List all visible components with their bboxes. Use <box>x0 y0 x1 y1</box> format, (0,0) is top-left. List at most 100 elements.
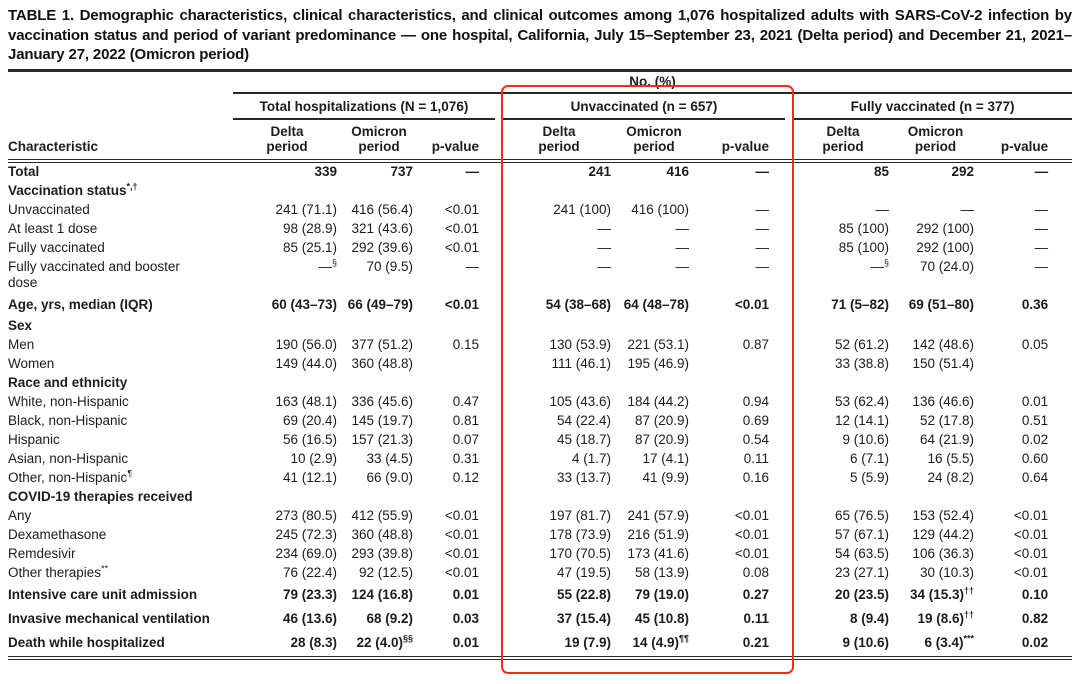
value-cell: 360 (48.8) <box>351 526 413 542</box>
value-cell: —§ <box>318 257 337 274</box>
value-cell: — <box>1034 220 1049 236</box>
value-cell <box>417 182 503 201</box>
value-cell: 416 (56.4) <box>351 201 413 217</box>
row-label: Intensive care unit admission <box>8 586 198 602</box>
value-cell: 20 (23.5) <box>834 586 889 602</box>
value-cell: 0.94 <box>742 393 769 409</box>
column-header-row: Characteristic Delta period Omicron period p… <box>8 119 1073 163</box>
value-cell: 33 (4.5) <box>366 450 413 466</box>
value-cell: — <box>597 258 612 274</box>
value-cell <box>417 374 503 393</box>
value-cell: 19 (8.6)†† <box>917 609 974 626</box>
value-cell: 273 (80.5) <box>275 507 337 523</box>
value-cell <box>693 488 793 507</box>
value-cell: 54 (63.5) <box>834 545 889 561</box>
table-row: Invasive mechanical ventilation 46 (13.6)… <box>8 607 1072 631</box>
value-cell: <0.01 <box>444 220 479 236</box>
value-cell: 129 (44.2) <box>912 526 974 542</box>
value-cell: — <box>465 163 480 179</box>
value-cell: 197 (81.7) <box>549 507 611 523</box>
value-cell: 0.02 <box>1021 431 1049 447</box>
value-cell <box>793 374 893 393</box>
value-cell: 98 (28.9) <box>282 220 337 236</box>
value-cell: 66 (49–79) <box>347 296 413 312</box>
value-cell: 195 (46.9) <box>627 355 689 371</box>
value-cell <box>503 374 615 393</box>
table-row: Women 149 (44.0) 360 (48.8) 111 (46.1) 195 (… <box>8 355 1072 374</box>
value-cell <box>417 355 503 374</box>
value-cell: <0.01 <box>734 296 769 312</box>
characteristic-header: Characteristic <box>8 119 233 163</box>
table-row: Sex <box>8 317 1072 336</box>
value-cell: — <box>1034 163 1049 179</box>
value-cell <box>341 317 417 336</box>
value-cell: 412 (55.9) <box>351 507 413 523</box>
value-cell: 216 (51.9) <box>627 526 689 542</box>
value-cell: — <box>755 220 770 236</box>
row-label: Total <box>8 163 40 179</box>
value-cell: — <box>960 201 975 217</box>
value-cell: 53 (62.4) <box>834 393 889 409</box>
value-cell: 0.16 <box>742 469 769 485</box>
value-cell: <0.01 <box>1013 526 1049 542</box>
group-header: Fully vaccinated (n = 377) <box>793 93 1073 120</box>
row-label: Remdesivir <box>8 545 76 561</box>
value-cell: — <box>875 201 890 217</box>
table-row: Black, non-Hispanic 69 (20.4) 145 (19.7) 0.… <box>8 412 1072 431</box>
table-row: Other therapies** 76 (22.4) 92 (12.5) <0.01… <box>8 564 1072 583</box>
value-cell: 293 (39.8) <box>351 545 413 561</box>
value-cell: <0.01 <box>444 564 479 580</box>
value-cell: 0.01 <box>1021 393 1049 409</box>
value-cell: 0.12 <box>452 469 479 485</box>
value-cell: 0.01 <box>417 630 503 660</box>
value-cell: <0.01 <box>1013 545 1049 561</box>
value-cell: 65 (76.5) <box>834 507 889 523</box>
table-row: Age, yrs, median (IQR) 60 (43–73) 66 (49–7… <box>8 293 1072 317</box>
value-cell: 64 (48–78) <box>623 296 689 312</box>
table-row: Race and ethnicity <box>8 374 1072 393</box>
value-cell: 54 (38–68) <box>545 296 611 312</box>
value-cell: 0.08 <box>742 564 769 580</box>
sub-column-header: Omicron period <box>341 119 417 163</box>
value-cell: 79 (23.3) <box>282 586 337 602</box>
value-cell: —§ <box>870 257 889 274</box>
demographics-table: No. (%) Total hospitalizations (N = 1,07… <box>8 71 1073 660</box>
value-cell: 0.11 <box>743 610 769 626</box>
value-cell <box>341 374 417 393</box>
value-cell: <0.01 <box>734 507 769 523</box>
value-cell <box>893 317 978 336</box>
value-cell <box>503 317 615 336</box>
value-cell: 60 (43–73) <box>271 296 337 312</box>
value-cell <box>978 355 1072 374</box>
unit-header: No. (%) <box>233 71 1073 94</box>
row-label: Vaccination status*,† <box>8 181 138 198</box>
table-row: Total 339 737 — 241 416 — 85 292 — <box>8 161 1072 182</box>
value-cell: 19 (7.9) <box>503 630 615 660</box>
row-label: At least 1 dose <box>8 220 98 236</box>
value-cell: 85 (100) <box>838 239 889 255</box>
table-row: Fully vaccinated and booster dose —§ 70 (9.… <box>8 258 1072 293</box>
value-cell <box>893 182 978 201</box>
table-row: Remdesivir 234 (69.0) 293 (39.8) <0.01 170 (… <box>8 545 1072 564</box>
value-cell: 69 (51–80) <box>908 296 974 312</box>
table-header: No. (%) Total hospitalizations (N = 1,07… <box>8 71 1073 163</box>
value-cell: 92 (12.5) <box>358 564 413 580</box>
value-cell: 737 <box>390 163 413 179</box>
value-cell: — <box>755 163 770 179</box>
value-cell <box>978 182 1072 201</box>
value-cell: 0.21 <box>693 630 793 660</box>
row-label: Fully vaccinated and booster dose <box>8 258 180 290</box>
value-cell: 0.05 <box>1021 336 1049 352</box>
value-cell <box>693 182 793 201</box>
value-cell <box>233 182 341 201</box>
value-cell: 416 <box>666 163 689 179</box>
value-cell: 377 (51.2) <box>351 336 413 352</box>
table-row: COVID-19 therapies received <box>8 488 1072 507</box>
sub-column-header: Delta period <box>793 119 893 163</box>
value-cell: 54 (22.4) <box>556 412 611 428</box>
value-cell <box>233 488 341 507</box>
table-row: Unvaccinated 241 (71.1) 416 (56.4) <0.01 241… <box>8 201 1072 220</box>
row-label: Fully vaccinated <box>8 239 105 255</box>
table-row: White, non-Hispanic 163 (48.1) 336 (45.6) 0… <box>8 393 1072 412</box>
value-cell: 178 (73.9) <box>549 526 611 542</box>
